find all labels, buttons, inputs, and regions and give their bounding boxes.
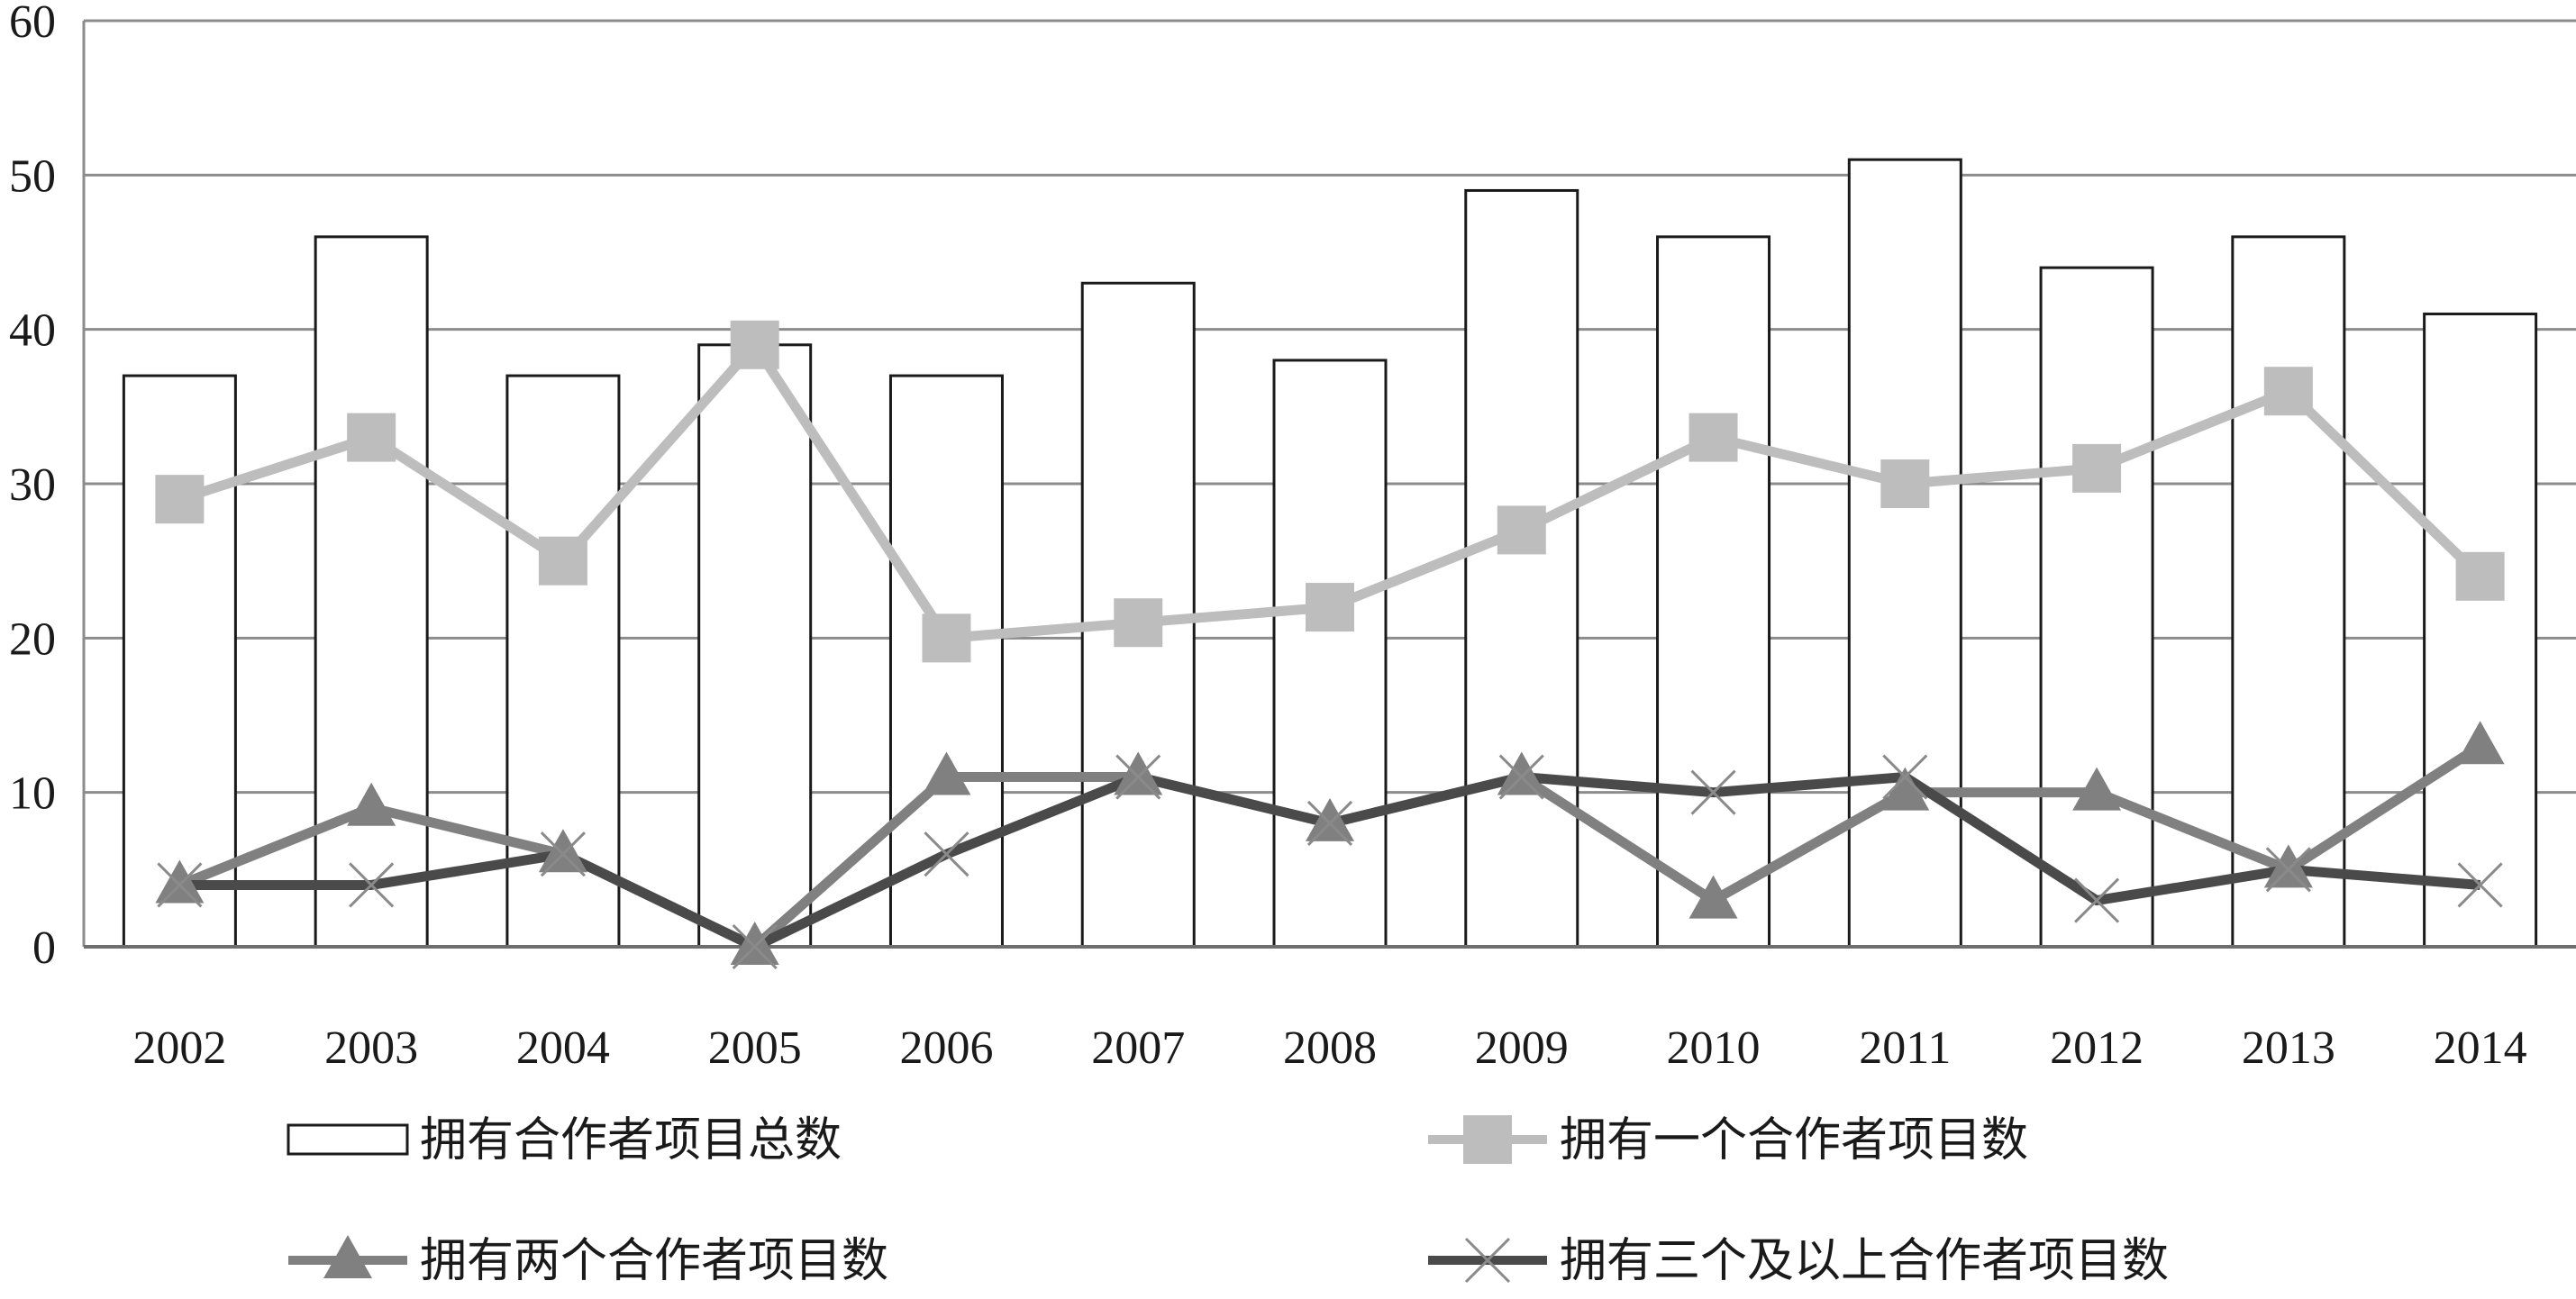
series-3-point <box>1690 769 1736 815</box>
series-2-point <box>2072 767 2122 811</box>
series-1-point <box>2072 443 2122 493</box>
legend-swatch-0 <box>287 1123 409 1156</box>
series-3-point <box>924 831 969 877</box>
bar-total-projects <box>1656 235 1771 949</box>
legend-swatch-marker-3 <box>1464 1237 1511 1284</box>
series-3-point <box>1115 754 1161 800</box>
series-3-point <box>732 923 778 970</box>
x-tick-label: 2008 <box>1283 1022 1377 1074</box>
bar-total-projects <box>2039 266 2154 949</box>
x-tick-label: 2011 <box>1859 1022 1951 1074</box>
series-1-point <box>1497 505 1546 555</box>
series-1-point <box>1689 413 1738 462</box>
x-tick-label: 2006 <box>899 1022 993 1074</box>
series-2-point <box>538 829 587 873</box>
x-tick-label: 2009 <box>1475 1022 1569 1074</box>
legend-label-2: 拥有两个合作者项目数 <box>420 1236 888 1287</box>
y-tick-label: 0 <box>32 922 56 974</box>
series-1-point <box>1114 598 1163 648</box>
bar-total-projects <box>2423 313 2538 949</box>
y-tick-label: 10 <box>9 768 56 820</box>
tick-layer: 0 10 20 30 40 50 60 2002 2003 2004 2005 2006 2007 200… <box>9 0 2527 1074</box>
series-3-point <box>1306 800 1353 846</box>
series-2-point <box>2455 721 2505 765</box>
bar-total-projects <box>314 235 429 949</box>
series-1-point <box>538 536 587 586</box>
series-3-point <box>2457 862 2503 908</box>
legend-label-3: 拥有三个及以上合作者项目数 <box>1560 1236 2169 1287</box>
legend-label-0: 拥有合作者项目总数 <box>420 1115 842 1167</box>
series-2-point <box>1880 767 1930 811</box>
series-1-point <box>347 413 396 462</box>
legend-swatch-marker-2 <box>323 1235 372 1278</box>
series-2-point <box>1497 751 1546 795</box>
y-tick-label: 30 <box>9 459 56 511</box>
x-tick-label: 2012 <box>2050 1022 2144 1074</box>
series-2-point <box>922 751 971 795</box>
series-2-point <box>155 859 205 904</box>
series-2-point <box>730 922 779 965</box>
marker-layer <box>155 320 2505 970</box>
series-3-point <box>2074 877 2120 923</box>
bar-total-projects <box>2231 235 2346 949</box>
axis-layer <box>82 21 2576 949</box>
x-tick-label: 2010 <box>1667 1022 1761 1074</box>
series-2-point <box>347 782 396 826</box>
series-1-point <box>2455 551 2505 601</box>
y-tick-label: 60 <box>9 0 56 48</box>
x-tick-label: 2002 <box>132 1022 226 1074</box>
series-1-point <box>730 320 779 369</box>
y-tick-label: 50 <box>9 150 56 202</box>
series-1-point <box>1880 459 1930 508</box>
series-1-point <box>155 475 205 524</box>
x-tick-label: 2005 <box>708 1022 802 1074</box>
bar-total-projects <box>1464 188 1579 949</box>
y-tick-label: 40 <box>9 305 56 357</box>
y-tick-label: 20 <box>9 613 56 665</box>
series-3-point <box>1498 754 1544 800</box>
legend-label-1: 拥有一个合作者项目数 <box>1560 1115 2028 1167</box>
series-3-point <box>349 862 395 908</box>
bar-total-projects <box>1272 359 1388 949</box>
series-3-point <box>1882 754 1928 800</box>
series-1-point <box>2263 367 2313 416</box>
x-tick-label: 2004 <box>516 1022 610 1074</box>
bar-total-projects <box>697 343 813 949</box>
series-3-point <box>540 831 586 877</box>
legend-swatch-marker-1 <box>1463 1115 1512 1164</box>
bar-total-projects <box>1847 158 1962 949</box>
series-2-point <box>1114 751 1163 795</box>
series-3-point <box>157 862 203 908</box>
series-1-point <box>1306 583 1354 632</box>
series-3-point <box>2265 847 2311 893</box>
series-2-point <box>1306 797 1354 841</box>
x-tick-label: 2013 <box>2242 1022 2335 1074</box>
x-tick-label: 2003 <box>324 1022 418 1074</box>
x-tick-label: 2014 <box>2434 1022 2527 1074</box>
series-2-point <box>1689 875 1738 919</box>
x-tick-label: 2007 <box>1091 1022 1185 1074</box>
series-1-point <box>922 613 971 663</box>
series-2-point <box>2263 844 2313 888</box>
